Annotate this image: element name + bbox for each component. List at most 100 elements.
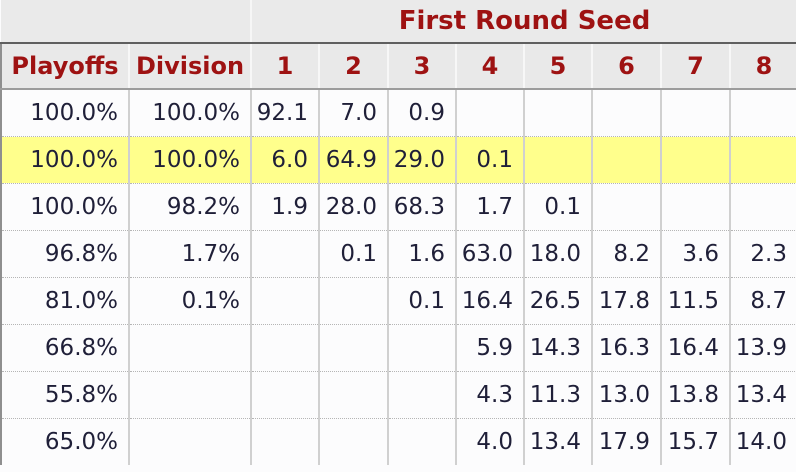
seed-cell	[250, 277, 319, 325]
col-header-seed-7: 7	[660, 43, 730, 90]
seed-cell: 17.8	[591, 277, 661, 325]
seed-cell: 13.4	[729, 371, 796, 419]
seed-cell	[591, 183, 661, 231]
seed-cell: 0.1	[387, 277, 456, 325]
seed-cell	[729, 183, 796, 231]
seed-cell: 7.0	[318, 89, 388, 137]
seed-cell: 16.4	[455, 277, 524, 325]
seed-cell: 92.1	[250, 89, 319, 137]
seed-cell	[318, 277, 388, 325]
seed-cell: 1.9	[250, 183, 319, 231]
table-row: 55.8% 4.3 11.3 13.0 13.8 13.4	[0, 371, 796, 419]
seed-cell	[591, 89, 661, 137]
seed-cell	[729, 89, 796, 137]
seed-cell	[318, 371, 388, 419]
playoffs-cell: 100.0%	[0, 89, 129, 137]
seed-cell: 0.1	[523, 183, 592, 231]
group-header-row: First Round Seed	[1, 0, 796, 44]
playoffs-cell: 100.0%	[0, 183, 129, 231]
seed-cell: 18.0	[523, 230, 592, 278]
seed-cell: 16.4	[660, 324, 730, 372]
table-row: 65.0% 4.0 13.4 17.9 15.7 14.0	[0, 418, 796, 465]
col-header-seed-3: 3	[387, 43, 456, 90]
seed-cell: 3.6	[660, 230, 730, 278]
seed-cell: 15.7	[660, 418, 730, 465]
column-header-row: Playoffs Division 1 2 3 4 5 6 7 8	[0, 43, 796, 90]
seed-cell: 16.3	[591, 324, 661, 372]
seed-cell	[318, 418, 388, 465]
seed-cell: 4.3	[455, 371, 524, 419]
seed-cell	[250, 324, 319, 372]
division-cell	[128, 324, 251, 372]
seed-cell: 63.0	[455, 230, 524, 278]
seed-cell: 68.3	[387, 183, 456, 231]
seed-cell: 17.9	[591, 418, 661, 465]
division-cell: 100.0%	[128, 136, 251, 184]
seed-cell	[250, 418, 319, 465]
seed-cell: 6.0	[250, 136, 319, 184]
seed-cell: 0.1	[318, 230, 388, 278]
division-cell: 100.0%	[128, 89, 251, 137]
division-cell: 98.2%	[128, 183, 251, 231]
seed-cell: 28.0	[318, 183, 388, 231]
playoffs-cell: 65.0%	[0, 418, 129, 465]
seed-cell: 13.0	[591, 371, 661, 419]
table-row: 66.8% 5.9 14.3 16.3 16.4 13.9	[0, 324, 796, 372]
seed-cell: 13.9	[729, 324, 796, 372]
seed-cell	[387, 324, 456, 372]
seed-cell	[729, 136, 796, 184]
col-header-seed-8: 8	[729, 43, 796, 90]
col-header-playoffs: Playoffs	[0, 43, 129, 90]
seed-cell: 13.4	[523, 418, 592, 465]
playoffs-cell: 100.0%	[0, 136, 129, 184]
playoffs-cell: 81.0%	[0, 277, 129, 325]
seed-cell: 8.2	[591, 230, 661, 278]
seed-cell	[660, 89, 730, 137]
playoffs-cell: 96.8%	[0, 230, 129, 278]
seed-cell	[387, 371, 456, 419]
col-header-seed-1: 1	[250, 43, 319, 90]
seed-cell: 2.3	[729, 230, 796, 278]
corner-cell	[1, 0, 251, 44]
col-header-division: Division	[128, 43, 251, 90]
seed-cell	[523, 136, 592, 184]
division-cell	[128, 418, 251, 465]
col-header-seed-4: 4	[455, 43, 524, 90]
seed-cell: 1.7	[455, 183, 524, 231]
seed-cell	[660, 183, 730, 231]
playoffs-cell: 55.8%	[0, 371, 129, 419]
seed-cell	[660, 136, 730, 184]
playoffs-cell: 66.8%	[0, 324, 129, 372]
division-cell: 1.7%	[128, 230, 251, 278]
seed-cell	[318, 324, 388, 372]
seed-cell: 29.0	[387, 136, 456, 184]
division-cell: 0.1%	[128, 277, 251, 325]
seed-cell: 14.3	[523, 324, 592, 372]
col-header-seed-2: 2	[318, 43, 388, 90]
highlighted-table-row: 100.0% 100.0% 6.0 64.9 29.0 0.1	[0, 136, 796, 184]
col-header-seed-5: 5	[523, 43, 592, 90]
seed-cell: 13.8	[660, 371, 730, 419]
seed-cell: 0.1	[455, 136, 524, 184]
col-header-seed-6: 6	[591, 43, 661, 90]
seed-cell: 1.6	[387, 230, 456, 278]
group-header-label: First Round Seed	[250, 0, 796, 44]
division-cell	[128, 371, 251, 419]
seed-cell: 11.3	[523, 371, 592, 419]
table-row: 100.0% 98.2% 1.9 28.0 68.3 1.7 0.1	[0, 183, 796, 231]
seed-cell	[250, 230, 319, 278]
seed-cell: 0.9	[387, 89, 456, 137]
seed-cell: 4.0	[455, 418, 524, 465]
seed-cell: 14.0	[729, 418, 796, 465]
seed-cell	[250, 371, 319, 419]
seed-cell: 5.9	[455, 324, 524, 372]
table-row: 100.0% 100.0% 92.1 7.0 0.9	[0, 89, 796, 137]
seed-cell	[387, 418, 456, 465]
table-row: 81.0% 0.1% 0.1 16.4 26.5 17.8 11.5 8.7	[0, 277, 796, 325]
seed-cell: 8.7	[729, 277, 796, 325]
seed-cell: 11.5	[660, 277, 730, 325]
seed-cell	[523, 89, 592, 137]
seed-cell	[591, 136, 661, 184]
